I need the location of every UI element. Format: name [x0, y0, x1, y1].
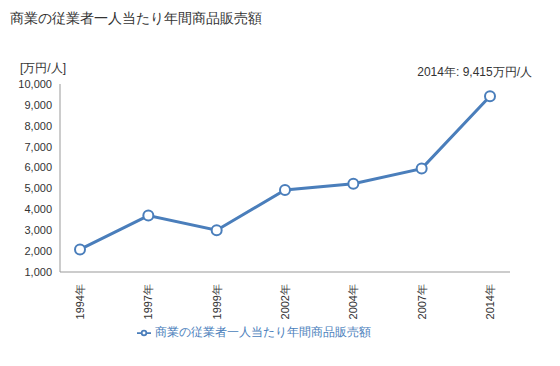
svg-text:2004年: 2004年	[347, 284, 359, 319]
svg-text:6,000: 6,000	[24, 161, 52, 173]
svg-text:1999年: 1999年	[211, 284, 223, 319]
svg-text:2007年: 2007年	[416, 284, 428, 319]
svg-text:8,000: 8,000	[24, 120, 52, 132]
html-text:[万円/人]: [万円/人]	[20, 61, 66, 75]
svg-text:10,000: 10,000	[18, 78, 52, 90]
svg-text:5,000: 5,000	[24, 182, 52, 194]
svg-text:4,000: 4,000	[24, 203, 52, 215]
html-text:商業の従業者一人当たり年間商品販売額: 商業の従業者一人当たり年間商品販売額	[10, 10, 262, 26]
html-text:2014年: 9,415万円/人: 2014年: 9,415万円/人	[417, 65, 532, 79]
svg-text:3,000: 3,000	[24, 224, 52, 236]
svg-text:2014年: 2014年	[484, 284, 496, 319]
svg-text:2002年: 2002年	[279, 284, 291, 319]
svg-text:7,000: 7,000	[24, 141, 52, 153]
svg-text:2,000: 2,000	[24, 245, 52, 257]
html-text:商業の従業者一人当たり年間商品販売額: 商業の従業者一人当たり年間商品販売額	[155, 325, 371, 339]
svg-text:9,000: 9,000	[24, 99, 52, 111]
svg-text:1,000: 1,000	[24, 266, 52, 278]
svg-text:1994年: 1994年	[74, 284, 86, 319]
svg-text:1997年: 1997年	[142, 284, 154, 319]
